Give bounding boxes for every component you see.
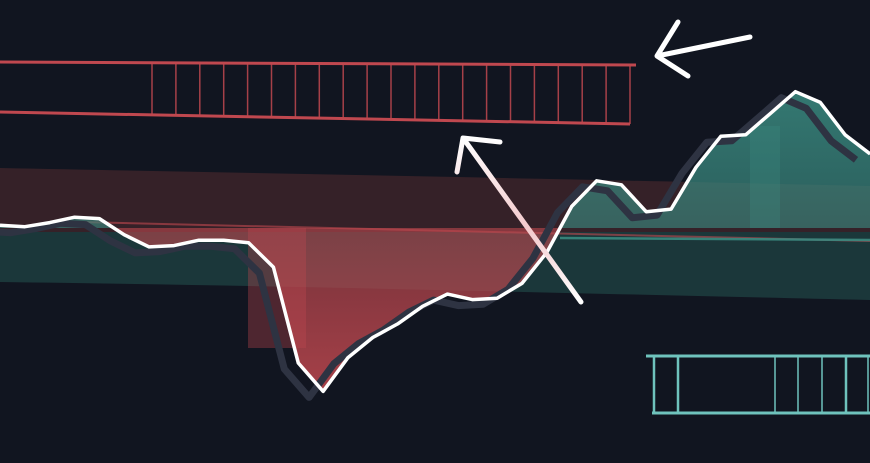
data-point — [669, 207, 673, 211]
data-point — [570, 205, 573, 208]
price-line — [0, 89, 870, 394]
upper-ladder-bottom-rail — [0, 110, 631, 126]
data-point — [123, 233, 126, 236]
bearish-area — [0, 228, 870, 392]
data-point — [620, 183, 623, 186]
data-point — [371, 336, 375, 339]
lower-ladder — [646, 354, 870, 415]
data-point — [23, 225, 27, 228]
data-point — [172, 244, 176, 247]
data-point — [222, 238, 225, 242]
data-point — [520, 282, 524, 285]
upper-ladder-top-rail — [0, 60, 637, 67]
data-point — [346, 356, 350, 359]
data-point — [197, 238, 201, 242]
data-point — [98, 217, 101, 220]
data-point — [843, 133, 847, 137]
data-point — [794, 90, 797, 93]
data-point — [272, 265, 275, 269]
arrow-top-right — [654, 19, 753, 79]
data-point — [247, 241, 250, 245]
data-point — [744, 133, 747, 137]
data-point — [297, 361, 300, 365]
data-point — [645, 210, 648, 213]
data-point — [769, 112, 772, 115]
data-point — [719, 135, 723, 138]
data-point — [48, 221, 51, 224]
data-point — [495, 297, 499, 300]
bullish-area — [0, 91, 870, 228]
data-point — [595, 179, 598, 182]
data-point — [694, 166, 698, 169]
data-point — [446, 292, 449, 296]
data-point — [421, 305, 424, 308]
data-point — [396, 322, 399, 326]
data-point — [147, 245, 151, 249]
data-point — [471, 298, 474, 301]
bullish-guide-line — [559, 236, 870, 242]
data-point — [321, 390, 325, 393]
data-point — [73, 216, 76, 219]
upper-ladder — [0, 60, 637, 126]
data-point — [0, 224, 2, 227]
data-point — [819, 101, 822, 104]
bullish-step-block — [750, 126, 780, 228]
arrow-diagonal — [454, 135, 584, 305]
